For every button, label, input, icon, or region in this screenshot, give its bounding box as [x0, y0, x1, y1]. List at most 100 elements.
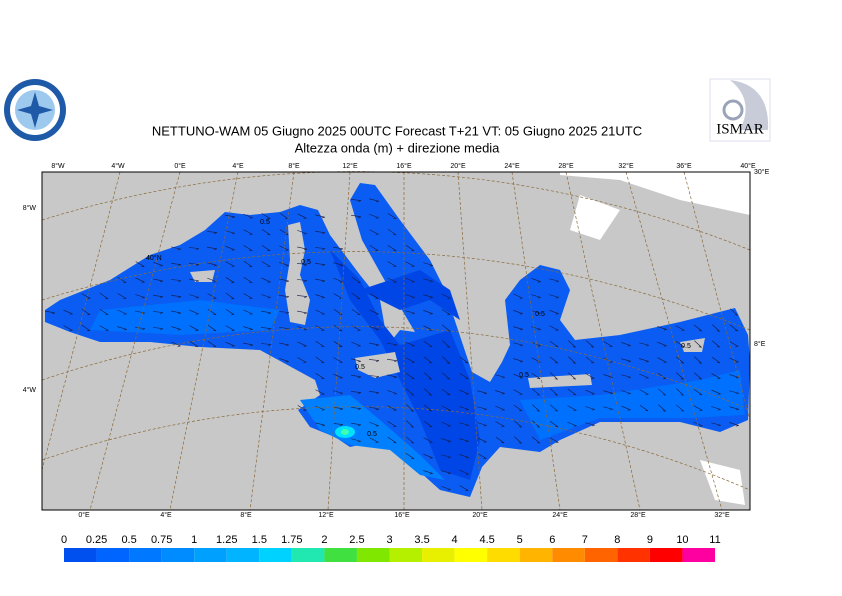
direction-arrow — [585, 373, 595, 379]
direction-arrow — [188, 247, 200, 250]
contour-label: 0.5 — [519, 372, 529, 379]
direction-arrow — [170, 279, 182, 282]
graticule — [41, 171, 751, 511]
bottom-lon-label: 24°E — [552, 511, 568, 519]
right-logo: ISMAR — [709, 78, 771, 142]
colorbar-swatch — [519, 548, 553, 562]
direction-arrow — [423, 325, 433, 331]
direction-arrow — [621, 358, 631, 363]
direction-arrow — [63, 309, 73, 315]
direction-arrow — [549, 278, 559, 283]
direction-arrow — [693, 372, 703, 380]
direction-arrow — [206, 231, 218, 234]
direction-arrow — [729, 422, 739, 427]
direction-arrow — [639, 389, 649, 395]
direction-arrow — [514, 436, 522, 444]
direction-arrow — [513, 326, 523, 331]
direction-arrow — [513, 389, 523, 395]
direction-arrow — [315, 341, 325, 348]
direction-arrow — [153, 262, 163, 267]
direction-arrow — [477, 422, 487, 427]
top-lon-label: 8°E — [288, 162, 300, 170]
direction-arrow — [405, 245, 415, 252]
colorbar-swatch — [161, 548, 195, 562]
direction-arrow — [153, 295, 164, 299]
direction-arrow — [189, 341, 199, 348]
direction-arrow — [513, 358, 523, 363]
direction-arrow — [603, 390, 613, 395]
title: NETTUNO-WAM 05 Giugno 2025 00UTC Forecas… — [152, 123, 642, 138]
direction-arrow — [405, 372, 415, 380]
direction-arrow — [423, 262, 433, 267]
direction-arrow — [513, 373, 523, 379]
direction-arrow — [423, 470, 433, 475]
direction-arrow — [315, 278, 326, 283]
direction-arrow — [549, 437, 559, 443]
direction-arrow — [261, 213, 271, 219]
direction-arrow — [639, 404, 649, 412]
direction-arrow — [171, 310, 182, 315]
direction-arrow — [207, 293, 217, 299]
direction-arrow — [225, 230, 235, 235]
colorbar-label: 1.75 — [281, 534, 302, 546]
direction-arrow — [171, 326, 181, 331]
direction-arrow — [387, 228, 397, 236]
bottom-lon-label: 0°E — [78, 511, 90, 519]
direction-arrow — [441, 454, 451, 459]
direction-arrow — [531, 278, 541, 283]
direction-arrow — [243, 309, 253, 315]
direction-arrow — [441, 438, 451, 443]
direction-arrow — [351, 438, 361, 443]
direction-arrow — [117, 309, 127, 315]
direction-arrow — [368, 375, 380, 378]
direction-arrow — [675, 325, 685, 331]
direction-arrow — [495, 374, 505, 379]
direction-arrow — [531, 372, 541, 380]
direction-arrow — [729, 324, 739, 332]
direction-arrow — [405, 294, 415, 299]
direction-arrow — [207, 246, 218, 251]
direction-arrow — [369, 213, 379, 219]
direction-arrow — [279, 358, 289, 363]
direction-arrow — [387, 277, 397, 283]
bottom-lon-label: 4°E — [160, 511, 172, 519]
direction-arrow — [315, 309, 325, 315]
colorbar-label: 1 — [191, 534, 197, 546]
direction-arrow — [369, 229, 379, 235]
colorbar-label: 4.5 — [480, 534, 495, 546]
direction-arrow — [135, 261, 145, 267]
left-logo — [4, 79, 66, 141]
direction-arrow — [261, 327, 272, 330]
colorbar-swatch — [454, 548, 488, 562]
direction-arrow — [549, 404, 559, 412]
direction-arrow — [225, 245, 235, 251]
direction-arrow — [333, 390, 343, 395]
direction-arrow — [386, 343, 398, 346]
top-lon-label: 20°E — [450, 162, 466, 170]
direction-arrow — [549, 341, 559, 348]
direction-arrow — [315, 230, 326, 235]
bottom-lon-label: 28°E — [630, 511, 646, 519]
direction-arrow — [387, 405, 397, 411]
direction-arrow — [442, 372, 450, 380]
island — [680, 338, 705, 352]
direction-arrow — [729, 406, 739, 411]
direction-arrow — [603, 341, 613, 347]
direction-arrow — [369, 342, 380, 347]
direction-arrow — [549, 325, 559, 331]
direction-arrow — [549, 294, 559, 299]
direction-arrow — [441, 293, 451, 299]
top-lon-label: 8°W — [51, 162, 65, 170]
direction-arrow — [297, 357, 307, 363]
direction-arrow — [387, 390, 397, 395]
direction-arrow — [657, 357, 667, 363]
direction-arrow — [135, 294, 145, 299]
colorbar-label: 0 — [61, 534, 67, 546]
direction-arrow — [387, 244, 397, 252]
direction-arrow — [477, 453, 487, 459]
direction-arrow — [441, 309, 451, 315]
colorbar-label: 8 — [614, 534, 620, 546]
direction-arrow — [387, 436, 397, 444]
sea-shade — [520, 370, 745, 440]
direction-arrow — [711, 356, 721, 364]
